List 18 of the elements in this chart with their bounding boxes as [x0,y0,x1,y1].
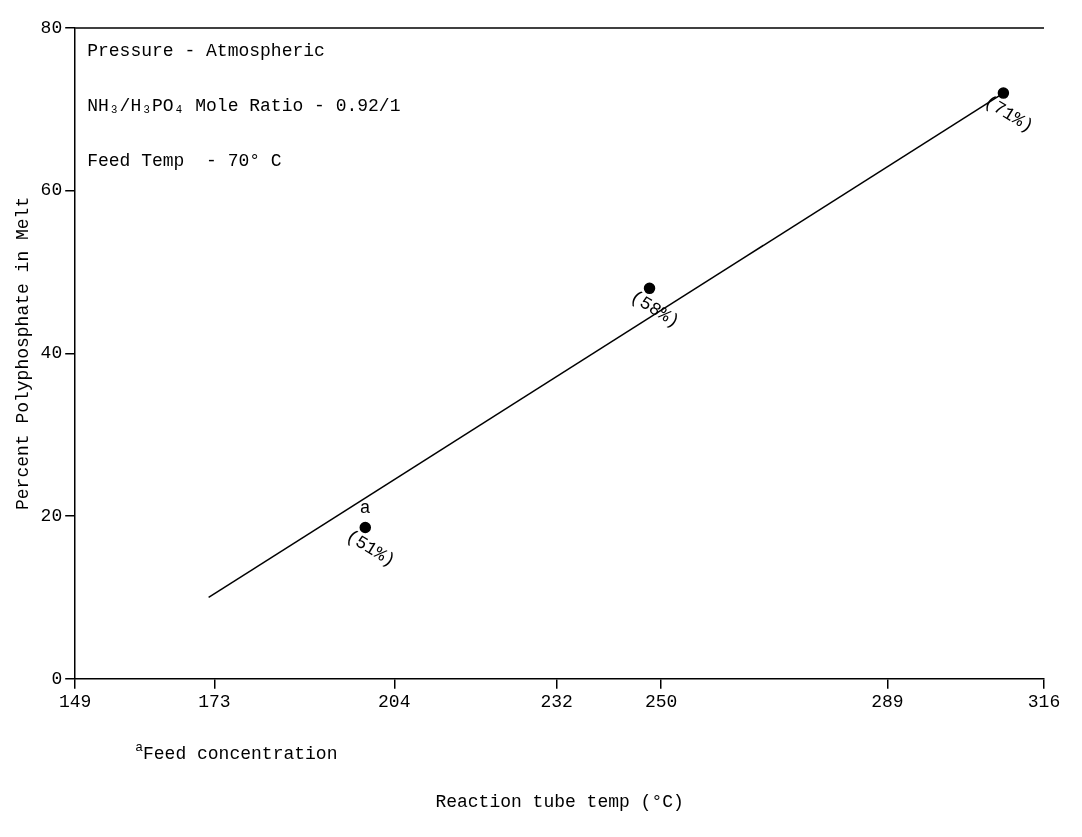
x-tick-label: 289 [871,692,904,713]
x-tick-label: 149 [59,692,92,713]
y-tick-label: 80 [40,17,63,38]
x-tick-label: 232 [540,692,573,713]
annotation: NH₃/H₃PO₄ Mole Ratio - 0.92/1 [87,95,401,116]
y-tick-label: 0 [51,668,63,689]
y-tick-label: 20 [40,505,63,526]
x-tick-label: 316 [1027,692,1061,713]
x-axis-title: Reaction tube temp (°C) [435,791,684,812]
x-tick-label: 173 [198,692,231,713]
annotation: Pressure - Atmospheric [87,40,325,61]
y-axis-title: Percent Polyphosphate in Melt [12,196,33,511]
y-tick-label: 40 [40,343,63,364]
x-tick-label: 250 [644,692,678,713]
y-tick-label: 60 [40,180,63,201]
annotation: a [359,498,371,519]
annotation: Feed Temp - 70° C [87,150,282,171]
x-tick-label: 204 [378,692,411,713]
